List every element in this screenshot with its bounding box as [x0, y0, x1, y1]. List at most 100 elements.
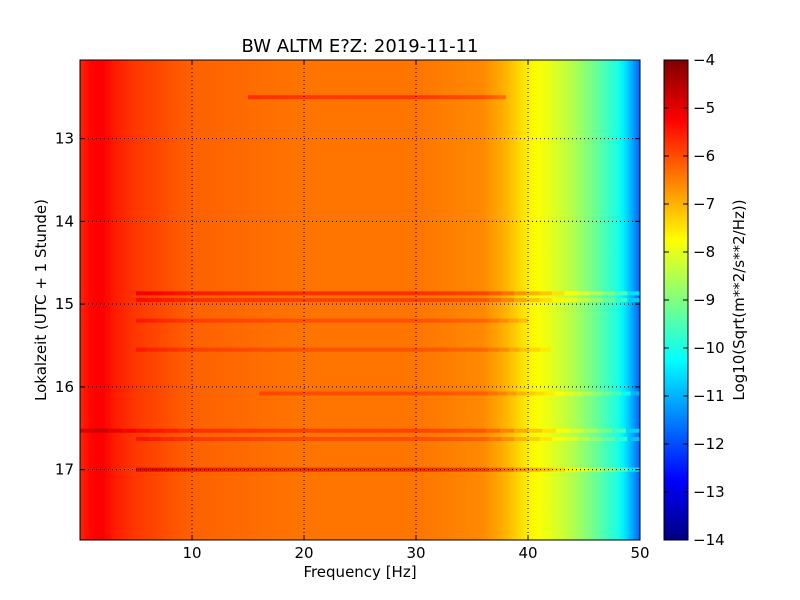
- heatmap-band: [413, 467, 427, 472]
- heatmap-band: [425, 298, 439, 302]
- heatmap-band: [312, 298, 326, 302]
- heatmap-band: [476, 291, 490, 296]
- heatmap-band: [375, 291, 389, 296]
- heatmap-band: [234, 318, 245, 323]
- heatmap-band: [199, 298, 212, 302]
- heatmap-band: [476, 298, 490, 302]
- heatmap-band: [486, 428, 501, 433]
- heatmap-band: [224, 318, 235, 323]
- heatmap-band: [514, 291, 527, 296]
- heatmap-band: [194, 318, 205, 323]
- heatmap-band: [413, 298, 427, 302]
- heatmap-band: [341, 318, 352, 323]
- heatmap-band: [236, 298, 250, 302]
- y-axis-ticks: 13 14 15 16 17: [55, 130, 640, 479]
- heatmap-band: [499, 95, 506, 100]
- heatmap-band: [211, 291, 225, 296]
- heatmap-band: [415, 347, 427, 352]
- heatmap-band: [421, 95, 429, 100]
- heatmap-band: [451, 291, 464, 296]
- heatmap-band: [362, 291, 376, 296]
- x-tick-label: 10: [182, 544, 201, 562]
- heatmap-band: [612, 428, 627, 433]
- heatmap-band: [477, 347, 489, 352]
- heatmap-band: [573, 391, 584, 396]
- heatmap-band: [248, 95, 255, 100]
- heatmap-band: [156, 347, 168, 352]
- heatmap-band: [357, 95, 365, 100]
- heatmap-band: [518, 318, 529, 323]
- heatmap-band: [274, 467, 288, 472]
- heatmap-band: [500, 428, 515, 433]
- heatmap-band: [187, 347, 199, 352]
- heatmap-band: [224, 291, 238, 296]
- heatmap-band: [249, 467, 263, 472]
- heatmap-band: [498, 318, 509, 323]
- heatmap-band: [199, 467, 212, 472]
- heatmap-band: [467, 347, 479, 352]
- heatmap-band: [584, 428, 599, 433]
- heatmap-band: [281, 347, 292, 352]
- heatmap-band: [351, 318, 362, 323]
- heatmap-band: [325, 291, 338, 296]
- heatmap-band: [434, 95, 442, 100]
- heatmap-band: [577, 467, 590, 472]
- heatmap-band: [198, 347, 209, 352]
- heatmap-band: [332, 318, 343, 323]
- heatmap-band: [626, 428, 641, 433]
- heatmap-band: [299, 95, 307, 100]
- heatmap-band: [262, 291, 275, 296]
- heatmap-band: [331, 95, 339, 100]
- heatmap-band: [287, 298, 301, 302]
- heatmap-band: [286, 95, 294, 100]
- heatmap-band: [268, 391, 279, 396]
- heatmap-band: [161, 298, 175, 302]
- heatmap-band: [410, 318, 421, 323]
- heatmap-band: [589, 437, 603, 442]
- heatmap-band: [148, 291, 162, 296]
- heatmap-band: [449, 318, 460, 323]
- heatmap-band: [192, 428, 207, 433]
- heatmap-band: [94, 428, 109, 433]
- colorbar-tick-label: −14: [693, 531, 725, 549]
- heatmap-band: [260, 95, 268, 100]
- heatmap-band: [375, 437, 389, 442]
- heatmap-band: [304, 428, 319, 433]
- heatmap-band: [508, 318, 519, 323]
- heatmap-band: [376, 95, 384, 100]
- heatmap-band: [611, 391, 622, 396]
- heatmap-band: [136, 298, 149, 302]
- heatmap-band: [262, 437, 275, 442]
- heatmap-band: [346, 428, 361, 433]
- heatmap-band: [312, 291, 326, 296]
- heatmap-band: [460, 95, 468, 100]
- heatmap-band: [178, 428, 193, 433]
- heatmap-band: [425, 437, 439, 442]
- heatmap-band: [337, 437, 351, 442]
- heatmap-band: [274, 298, 288, 302]
- heatmap-band: [602, 291, 616, 296]
- heatmap-band: [627, 437, 641, 442]
- heatmap-band: [444, 428, 459, 433]
- heatmap-band: [514, 298, 527, 302]
- heatmap-band: [506, 391, 517, 396]
- heatmap-band: [627, 467, 641, 472]
- heatmap-band: [371, 318, 382, 323]
- heatmap-band: [421, 391, 431, 396]
- y-tick-label: 13: [55, 130, 74, 148]
- heatmap-band: [589, 298, 603, 302]
- heatmap-band: [395, 347, 406, 352]
- heatmap-band: [287, 437, 301, 442]
- colorbar-tick-label: −6: [693, 147, 715, 165]
- heatmap-band: [519, 347, 530, 352]
- heatmap-band: [343, 347, 354, 352]
- heatmap-band: [362, 437, 376, 442]
- y-tick-label: 16: [55, 378, 74, 396]
- heatmap-band: [556, 428, 571, 433]
- heatmap-band: [248, 428, 263, 433]
- heatmap-band: [405, 347, 417, 352]
- heatmap-band: [498, 347, 510, 352]
- heatmap-band: [293, 95, 300, 100]
- heatmap-band: [332, 428, 347, 433]
- heatmap-band: [488, 298, 502, 302]
